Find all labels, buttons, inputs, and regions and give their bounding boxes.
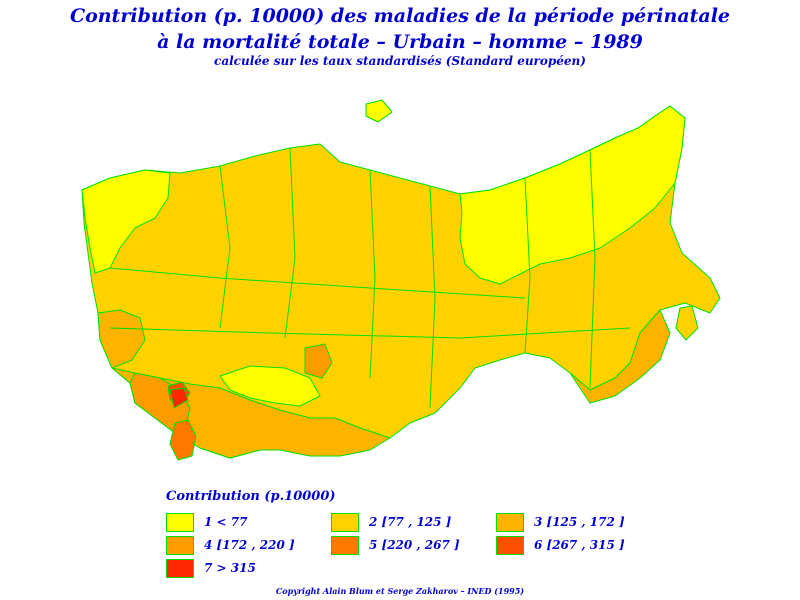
legend-item-7: 7 > 315 [166, 559, 326, 579]
map-region-west-band [97, 309, 146, 369]
map-region-caucasus [169, 419, 197, 461]
map-region-east-band [569, 309, 671, 404]
legend-item-6: 6 [267 , 315 ] [496, 536, 656, 556]
legend-item-3: 3 [125 , 172 ] [496, 513, 656, 533]
legend-label-4: 4 [172 , 220 ] [204, 538, 295, 552]
map-internal-boundaries [109, 147, 631, 409]
legend-title: Contribution (p.10000) [166, 489, 336, 504]
legend-swatch-2 [331, 513, 359, 532]
legend-swatch-6 [496, 536, 524, 555]
legend-swatch-5 [331, 536, 359, 555]
map-region-steppe [219, 365, 321, 407]
map-region-island-east [675, 305, 699, 341]
legend-label-5: 5 [220 , 267 ] [369, 538, 460, 552]
legend-item-5: 5 [220 , 267 ] [331, 536, 491, 556]
legend-label-2: 2 [77 , 125 ] [369, 515, 452, 529]
choropleth-map [81, 99, 721, 461]
map-region-hotspot-7 [169, 387, 189, 409]
legend-label-7: 7 > 315 [204, 561, 256, 575]
legend-label-1: 1 < 77 [204, 515, 248, 529]
map-region-northeast [459, 105, 686, 285]
map-title-line1: Contribution (p. 10000) des maladies de … [69, 5, 731, 27]
legend-item-1: 1 < 77 [166, 513, 326, 533]
legend-label-3: 3 [125 , 172 ] [534, 515, 625, 529]
map-region-northwest [81, 169, 171, 274]
legend-swatch-7 [166, 559, 194, 578]
legend-swatch-3 [496, 513, 524, 532]
map-region-island-north [365, 99, 393, 123]
legend-swatch-1 [166, 513, 194, 532]
legend-item-2: 2 [77 , 125 ] [331, 513, 491, 533]
legend-label-6: 6 [267 , 315 ] [534, 538, 625, 552]
copyright-notice: Copyright Alain Blum et Serge Zakharov –… [275, 586, 525, 596]
map-title-line2: à la mortalité totale – Urbain – homme –… [157, 31, 643, 53]
map-region-south-small [304, 343, 333, 379]
map-subtitle: calculée sur les taux standardisés (Stan… [214, 54, 586, 68]
legend-item-4: 4 [172 , 220 ] [166, 536, 326, 556]
legend-swatch-4 [166, 536, 194, 555]
